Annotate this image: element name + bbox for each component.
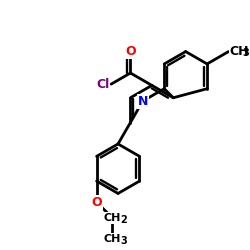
Text: 3: 3 — [120, 236, 127, 246]
Text: 2: 2 — [120, 215, 127, 225]
Text: Cl: Cl — [96, 78, 109, 91]
Text: 3: 3 — [242, 48, 249, 58]
Text: CH: CH — [230, 45, 249, 58]
Text: O: O — [125, 46, 136, 59]
Text: CH: CH — [104, 234, 121, 244]
Text: CH: CH — [104, 213, 121, 223]
Text: O: O — [91, 196, 102, 208]
Text: N: N — [138, 94, 148, 108]
